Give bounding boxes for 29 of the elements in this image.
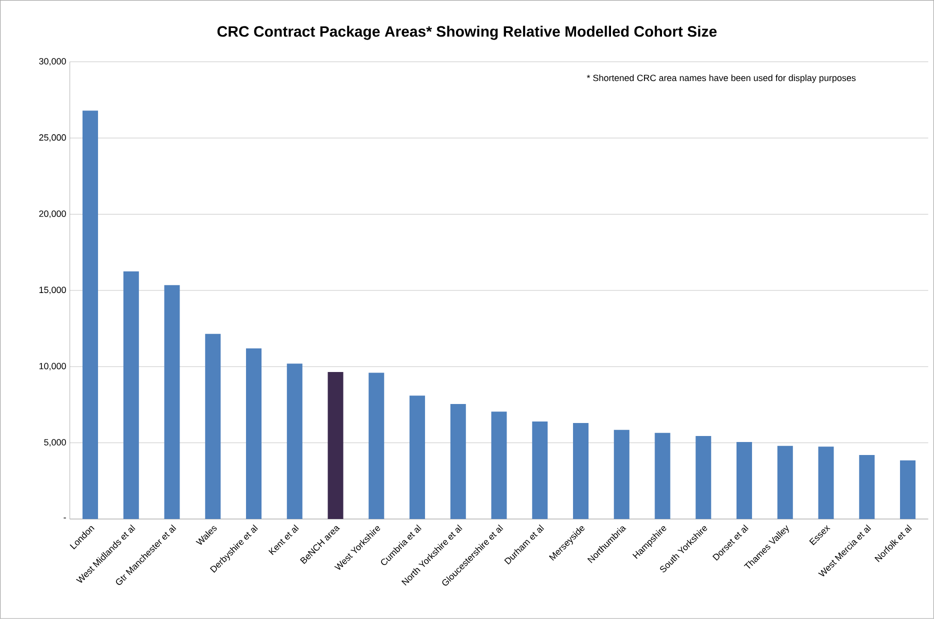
bar xyxy=(246,348,262,520)
bar xyxy=(818,446,834,520)
y-tick-label: 30,000 xyxy=(39,58,66,66)
bar xyxy=(123,271,139,520)
bar xyxy=(410,396,426,520)
bar xyxy=(286,364,302,520)
bar xyxy=(368,372,384,520)
bar xyxy=(696,436,712,520)
bar xyxy=(736,442,752,520)
annotation: * Shortened CRC area names have been used for display purposes xyxy=(586,74,856,83)
chart-title: CRC Contract Package Areas* Showing Relative Modelled Cohort Size xyxy=(217,26,717,40)
bar xyxy=(614,430,630,520)
y-tick-label: 15,000 xyxy=(39,286,66,294)
y-tick-label: 5,000 xyxy=(44,439,66,447)
bar xyxy=(82,110,98,520)
bar xyxy=(491,412,507,520)
y-tick-label: 20,000 xyxy=(39,210,66,218)
bar xyxy=(164,285,180,520)
bar xyxy=(328,372,344,520)
bar xyxy=(205,334,221,520)
bar xyxy=(777,446,793,520)
y-tick-label: 10,000 xyxy=(39,362,66,370)
bar xyxy=(900,460,916,520)
y-tick-label: 25,000 xyxy=(39,134,66,142)
bar xyxy=(859,455,875,520)
bar xyxy=(450,404,466,520)
bar xyxy=(573,423,589,520)
bar xyxy=(654,432,670,520)
bar xyxy=(532,422,548,520)
